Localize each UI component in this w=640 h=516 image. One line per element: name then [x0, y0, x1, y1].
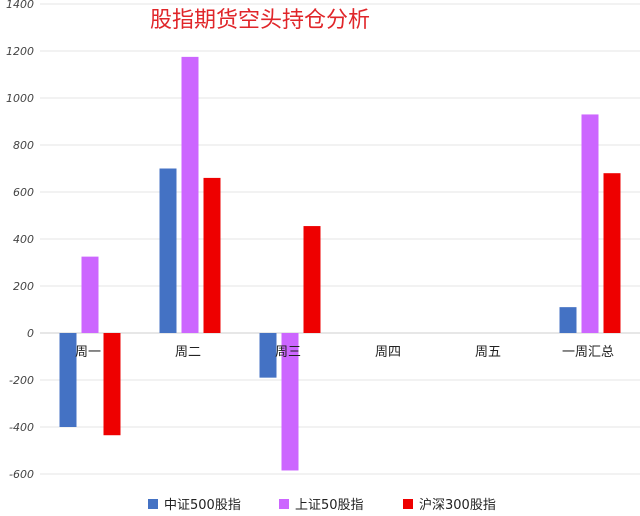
- y-tick-label: 1400: [6, 0, 34, 11]
- bar: [81, 256, 99, 333]
- y-tick-label: 400: [13, 233, 34, 246]
- bar: [159, 168, 177, 333]
- y-tick-label: 600: [13, 186, 34, 199]
- legend-label: 中证500股指: [164, 498, 241, 513]
- bar: [281, 333, 299, 471]
- x-tick-label: 周四: [375, 345, 401, 360]
- x-tick-label: 周二: [175, 345, 201, 360]
- bar: [181, 56, 199, 333]
- bar: [303, 226, 321, 333]
- x-tick-label: 周一: [75, 345, 101, 360]
- legend-swatch: [403, 499, 413, 509]
- bar: [603, 173, 621, 333]
- bar: [203, 177, 221, 333]
- grid-lines: [40, 3, 640, 475]
- bar: [581, 114, 599, 333]
- legend-label: 上证50股指: [295, 498, 364, 513]
- legend: 中证500股指 上证50股指 沪深300股指: [148, 497, 496, 513]
- x-tick-label: 周三: [275, 345, 301, 360]
- y-tick-label: -400: [9, 421, 34, 434]
- bar: [59, 333, 77, 427]
- y-tick-label: 800: [13, 139, 34, 152]
- y-tick-label: 200: [13, 280, 34, 293]
- chart-title: 股指期货空头持仓分析: [150, 8, 370, 33]
- bar: [559, 307, 577, 333]
- y-tick-label: 0: [27, 327, 34, 340]
- bar: [259, 333, 277, 378]
- bar: [103, 333, 121, 436]
- legend-swatch: [148, 499, 158, 509]
- legend-label: 沪深300股指: [419, 497, 496, 513]
- y-tick-label: -600: [9, 468, 34, 481]
- bars: [59, 56, 621, 471]
- y-tick-label: -200: [9, 374, 34, 387]
- y-tick-label: 1200: [6, 45, 34, 58]
- y-tick-label: 1000: [6, 92, 34, 105]
- axis-labels: -600 -400 -200 0 200 400 600 800 1000 1200 1400 周一 周…: [6, 0, 614, 481]
- x-tick-label: 周五: [475, 345, 501, 360]
- legend-swatch: [279, 499, 289, 509]
- x-tick-label: 一周汇总: [562, 345, 614, 360]
